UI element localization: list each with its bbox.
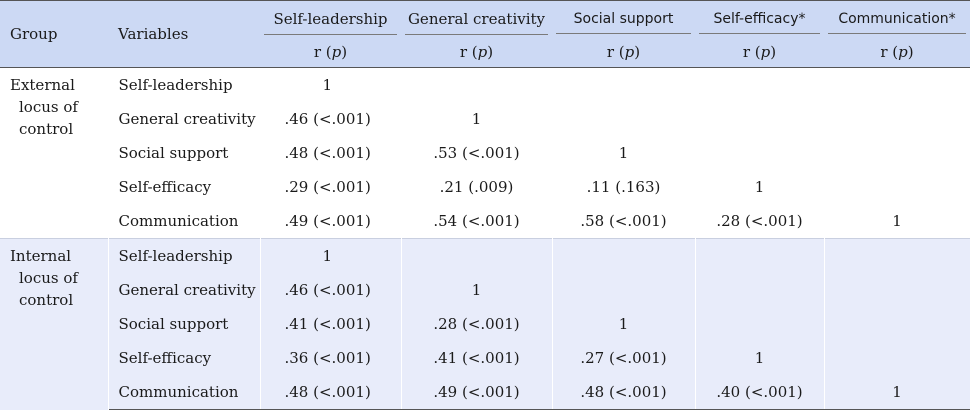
- value-cell: [695, 136, 825, 170]
- subheader-stat: r (p): [260, 37, 401, 68]
- header-self-leadership: Self-leadership: [260, 0, 401, 37]
- value-cell: .40 (<.001): [695, 375, 825, 410]
- value-cell: 1: [552, 136, 696, 170]
- value-cell: .27 (<.001): [552, 341, 696, 375]
- value-cell: [552, 273, 696, 307]
- value-cell: [552, 102, 696, 136]
- variable-label: Social support: [108, 307, 261, 341]
- value-cell: .41 (<.001): [260, 307, 402, 341]
- variable-label: General creativity: [108, 273, 261, 307]
- table-header: Group Variables Self-leadership General …: [0, 0, 970, 68]
- table-row: Internal locus of control Self-leadershi…: [0, 238, 970, 410]
- group-external: External locus of control Self-leadershi…: [0, 67, 970, 239]
- value-cell: .58 (<.001): [552, 204, 696, 239]
- subheader-stat: r (p): [824, 37, 970, 68]
- value-cell: [695, 238, 825, 273]
- value-cell: [401, 67, 553, 102]
- value-cell: 1: [824, 204, 970, 239]
- table-row: Self-efficacy .36 (<.001) .41 (<.001) .2…: [0, 341, 970, 375]
- value-cell: [552, 67, 696, 102]
- value-cell: .41 (<.001): [401, 341, 553, 375]
- value-cell: .21 (.009): [401, 170, 553, 204]
- value-cell: [695, 67, 825, 102]
- table-row: Social support .41 (<.001) .28 (<.001) 1: [0, 307, 970, 341]
- value-cell: .46 (<.001): [260, 102, 402, 136]
- value-cell: .11 (.163): [552, 170, 696, 204]
- value-cell: .28 (<.001): [401, 307, 553, 341]
- value-cell: [824, 170, 970, 204]
- value-cell: [824, 341, 970, 375]
- value-cell: [824, 238, 970, 273]
- variable-label: Self-efficacy: [108, 341, 261, 375]
- table-row: General creativity .46 (<.001) 1: [0, 102, 970, 136]
- value-cell: 1: [260, 238, 402, 273]
- value-cell: [401, 238, 553, 273]
- variable-label: Communication: [108, 204, 261, 239]
- value-cell: .48 (<.001): [552, 375, 696, 410]
- subheader-stat: r (p): [401, 37, 552, 68]
- header-communication: Communication*: [824, 0, 970, 37]
- value-cell: .29 (<.001): [260, 170, 402, 204]
- variable-label: Social support: [108, 136, 261, 170]
- value-cell: [824, 136, 970, 170]
- variable-label: Self-leadership: [108, 238, 261, 273]
- table-row: External locus of control Self-leadershi…: [0, 67, 970, 239]
- value-cell: 1: [552, 307, 696, 341]
- value-cell: [824, 307, 970, 341]
- value-cell: [824, 273, 970, 307]
- value-cell: [824, 67, 970, 102]
- value-cell: .48 (<.001): [260, 136, 402, 170]
- group-internal: Internal locus of control Self-leadershi…: [0, 238, 970, 410]
- table-row: General creativity .46 (<.001) 1: [0, 273, 970, 307]
- variable-label: Self-leadership: [108, 67, 261, 102]
- value-cell: .46 (<.001): [260, 273, 402, 307]
- header-group: Group: [0, 0, 108, 68]
- group-label-internal: Internal locus of control: [0, 238, 109, 410]
- value-cell: .49 (<.001): [260, 204, 402, 239]
- value-cell: .28 (<.001): [695, 204, 825, 239]
- header-variables: Variables: [108, 0, 260, 68]
- header-self-efficacy: Self-efficacy*: [695, 0, 824, 37]
- table-row: Communication .49 (<.001) .54 (<.001) .5…: [0, 204, 970, 239]
- value-cell: .48 (<.001): [260, 375, 402, 410]
- table-row: Self-efficacy .29 (<.001) .21 (.009) .11…: [0, 170, 970, 204]
- subheader-stat: r (p): [552, 37, 695, 68]
- subheader-stat: r (p): [695, 37, 824, 68]
- value-cell: 1: [695, 341, 825, 375]
- value-cell: [552, 238, 696, 273]
- header-general-creativity: General creativity: [401, 0, 552, 37]
- variable-label: Self-efficacy: [108, 170, 261, 204]
- value-cell: 1: [824, 375, 970, 410]
- value-cell: .53 (<.001): [401, 136, 553, 170]
- header-social-support: Social support: [552, 0, 695, 37]
- value-cell: [695, 273, 825, 307]
- value-cell: 1: [260, 67, 402, 102]
- value-cell: [824, 102, 970, 136]
- value-cell: .36 (<.001): [260, 341, 402, 375]
- value-cell: 1: [695, 170, 825, 204]
- value-cell: .54 (<.001): [401, 204, 553, 239]
- value-cell: [695, 307, 825, 341]
- group-label-external: External locus of control: [0, 67, 109, 239]
- value-cell: [695, 102, 825, 136]
- variable-label: General creativity: [108, 102, 261, 136]
- value-cell: .49 (<.001): [401, 375, 553, 410]
- value-cell: 1: [401, 273, 553, 307]
- value-cell: 1: [401, 102, 553, 136]
- table-row: Social support .48 (<.001) .53 (<.001) 1: [0, 136, 970, 170]
- variable-label: Communication: [108, 375, 261, 410]
- table-row: Communication .48 (<.001) .49 (<.001) .4…: [0, 375, 970, 410]
